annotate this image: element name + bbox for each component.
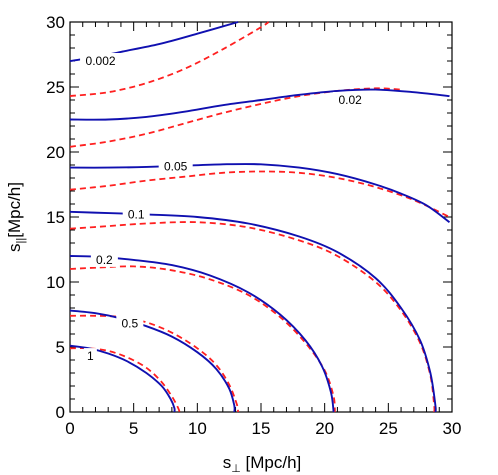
dashed-contour-0p1 <box>69 221 436 413</box>
x-tick-label: 15 <box>252 419 271 438</box>
x-tick-label: 0 <box>65 419 74 438</box>
solid-contour-0p02 <box>69 88 450 121</box>
x-axis-title-unit: [Mpc/h] <box>241 453 301 472</box>
contour-label-bg <box>116 315 144 331</box>
contour-label: 0.002 <box>86 54 116 68</box>
x-axis-title-sub: ⊥ <box>231 463 241 475</box>
x-tick-label: 20 <box>315 419 334 438</box>
y-tick-label: 25 <box>46 78 65 97</box>
contour-label: 0.5 <box>122 317 139 331</box>
solid-contour-0p2 <box>69 255 335 413</box>
dashed-contour-0p2 <box>69 265 336 413</box>
y-tick-label: 20 <box>46 143 65 162</box>
contour-label-bg <box>80 53 122 68</box>
solid-contour-0p1 <box>69 210 437 413</box>
contour-label: 0.2 <box>96 253 113 267</box>
contour-label: 0.02 <box>338 93 362 107</box>
contour-label: 0.05 <box>164 159 188 173</box>
contour-labels: 0.002 0.02 0.05 0.1 0.2 0.5 1 <box>80 53 368 364</box>
contour-label-bg <box>158 158 193 174</box>
x-tick-label: 5 <box>129 419 138 438</box>
contour-lines <box>69 21 451 413</box>
contour-label-bg <box>83 348 97 364</box>
dashed-contour-0p05 <box>69 170 450 218</box>
x-tick-label: 10 <box>188 419 207 438</box>
y-axis-title-sub: || <box>15 238 27 244</box>
contour-label: 0.1 <box>128 207 145 221</box>
y-tick-label: 30 <box>46 13 65 32</box>
contour-label-bg <box>122 206 150 222</box>
x-tick-label: 25 <box>379 419 398 438</box>
y-axis-title-unit: [Mpc/h] <box>5 182 24 238</box>
y-axis: 0 5 10 15 20 25 30 <box>46 13 452 422</box>
dashed-contour-0p5 <box>69 314 239 413</box>
y-tick-label: 10 <box>46 273 65 292</box>
contour-label-bg <box>333 92 368 107</box>
y-tick-label: 0 <box>56 403 65 422</box>
y-tick-label: 15 <box>46 208 65 227</box>
dashed-contour-0p002 <box>69 21 270 97</box>
x-axis-title: s⊥ [Mpc/h] <box>223 453 302 475</box>
solid-contour-0p05 <box>69 163 451 223</box>
contour-label-bg <box>90 251 118 267</box>
solid-contour-0p5 <box>69 309 236 413</box>
contour-label: 1 <box>87 349 94 363</box>
x-tick-label: 30 <box>443 419 462 438</box>
y-axis-title-main: s <box>5 243 24 252</box>
y-tick-label: 5 <box>56 338 65 357</box>
y-axis-title: s||[Mpc/h] <box>5 182 27 252</box>
x-axis-title-main: s <box>223 453 232 472</box>
